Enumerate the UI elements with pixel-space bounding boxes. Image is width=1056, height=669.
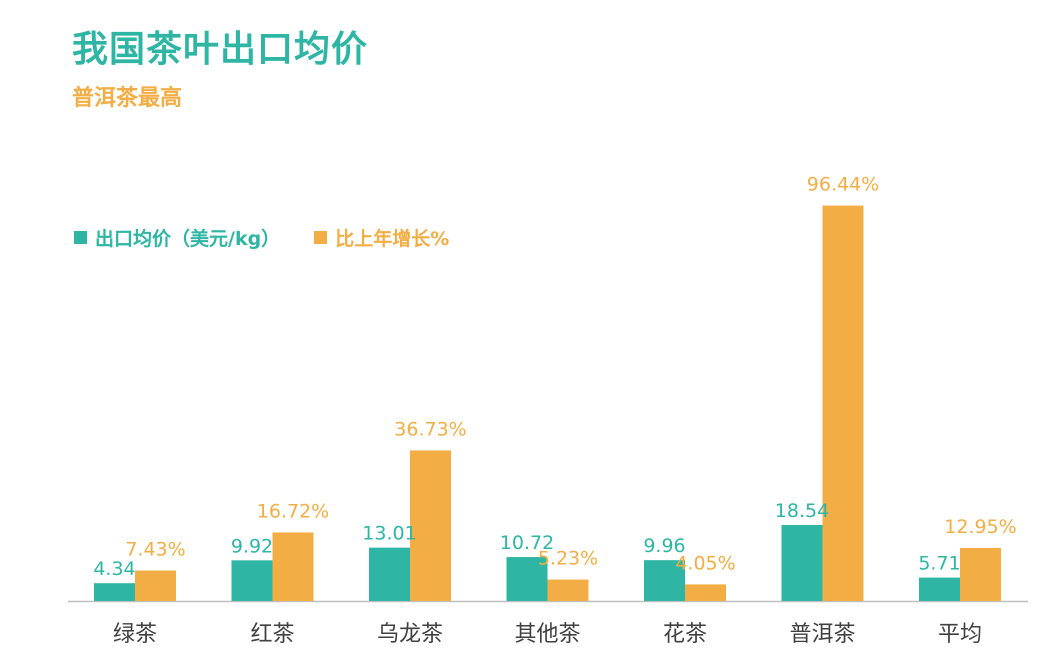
- data-label-growth: 7.43%: [125, 539, 185, 561]
- bar-price: [644, 560, 685, 601]
- legend-swatch-growth: [314, 231, 328, 244]
- data-label-price: 5.71: [918, 553, 960, 575]
- x-tick-label: 红茶: [250, 622, 294, 647]
- bar-growth: [135, 570, 176, 601]
- bar-growth: [685, 584, 726, 601]
- bar-price: [94, 583, 135, 601]
- data-label-price: 18.54: [775, 500, 829, 522]
- bar-price: [369, 547, 410, 601]
- data-label-price: 10.72: [500, 532, 554, 554]
- x-tick-label: 乌龙茶: [377, 622, 443, 647]
- data-label-growth: 36.73%: [394, 418, 466, 440]
- x-tick-label: 花茶: [663, 622, 707, 647]
- bar-growth: [547, 579, 589, 601]
- chart-subtitle: 普洱茶最高: [72, 86, 183, 111]
- bar-price: [781, 524, 823, 601]
- data-label-price: 9.96: [643, 535, 685, 557]
- data-label-price: 9.92: [231, 535, 273, 557]
- legend-item-price: 出口均价（美元/kg）: [74, 224, 280, 251]
- x-tick-label: 平均: [938, 622, 982, 647]
- chart-title: 我国茶叶出口均价: [72, 29, 369, 70]
- bar-growth: [960, 547, 1001, 601]
- bar-price: [506, 557, 548, 601]
- data-label-growth: 5.23%: [538, 548, 598, 570]
- data-label-growth: 96.44%: [807, 174, 879, 196]
- data-label-growth: 4.05%: [675, 552, 735, 574]
- x-tick-label: 其他茶: [514, 622, 580, 647]
- data-label-price: 13.01: [362, 523, 416, 545]
- bar-growth: [272, 532, 314, 601]
- bar-growth: [822, 205, 864, 601]
- legend-swatch-price: [74, 231, 87, 244]
- legend-item-growth: 比上年增长%: [314, 224, 449, 251]
- data-label-growth: 12.95%: [944, 516, 1016, 538]
- data-label-price: 4.34: [93, 558, 135, 580]
- bar-price: [231, 560, 273, 601]
- legend-label-price: 出口均价（美元/kg）: [95, 228, 281, 250]
- chart-legend: 出口均价（美元/kg） 比上年增长%: [74, 224, 483, 251]
- bar-price: [919, 577, 960, 601]
- data-label-growth: 16.72%: [257, 500, 329, 522]
- legend-label-growth: 比上年增长%: [335, 228, 450, 250]
- x-tick-label: 普洱茶: [789, 622, 855, 647]
- x-tick-label: 绿茶: [113, 622, 157, 647]
- bar-growth: [410, 450, 451, 601]
